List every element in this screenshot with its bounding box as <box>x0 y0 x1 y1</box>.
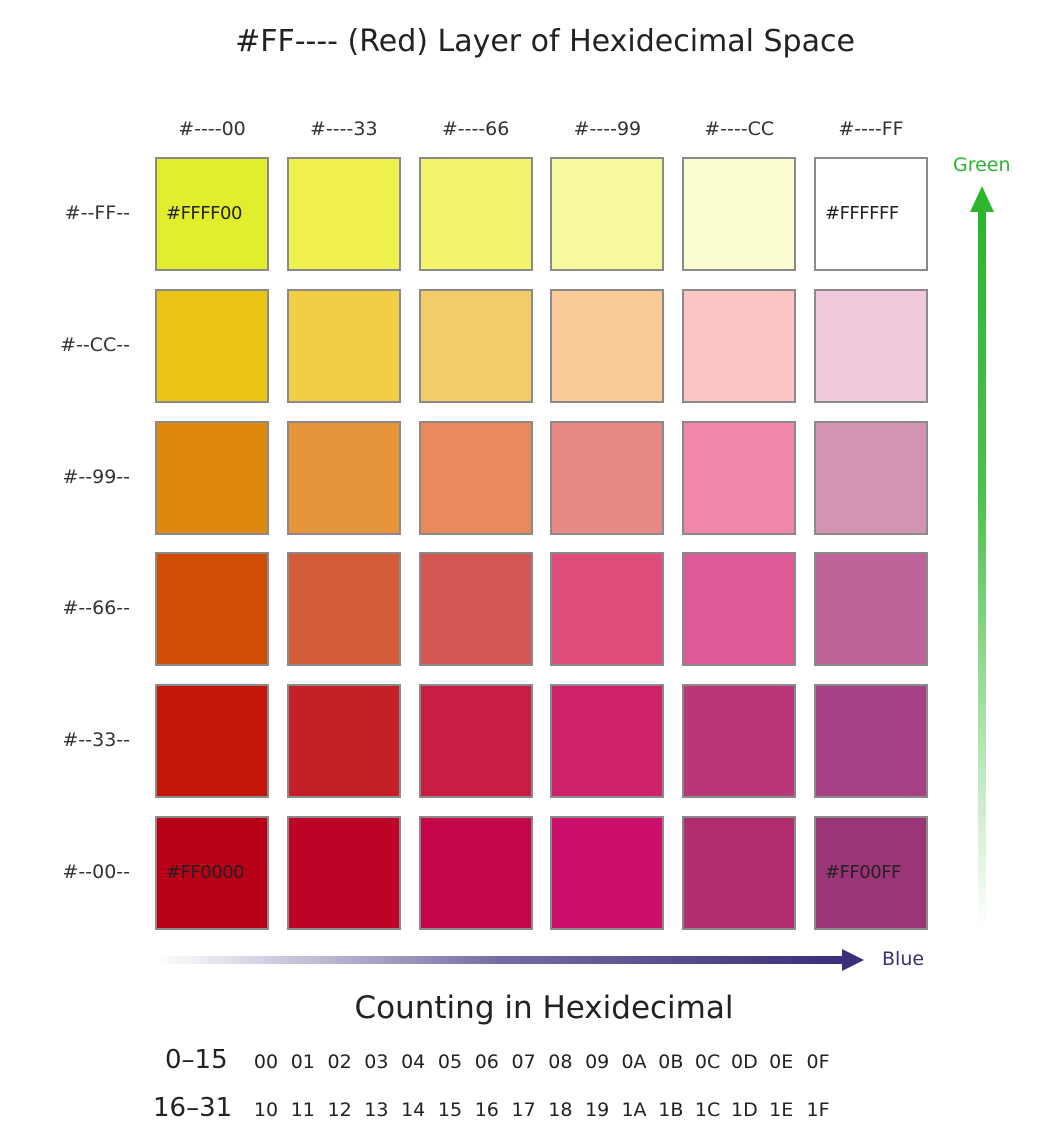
color-swatch <box>155 552 269 667</box>
color-swatch <box>418 816 533 930</box>
column-header: #----66 <box>441 118 510 140</box>
color-swatch <box>418 157 533 271</box>
row-header: #--FF-- <box>64 202 130 224</box>
row-header: #--00-- <box>62 861 130 883</box>
color-swatch <box>286 816 401 930</box>
hex-digit: 00 <box>253 1051 279 1073</box>
color-swatch <box>682 157 797 271</box>
color-swatch <box>418 288 533 403</box>
color-swatch <box>814 552 928 667</box>
hex-digit: 19 <box>585 1099 610 1121</box>
column-header: #----00 <box>178 118 246 140</box>
hex-digit: 08 <box>548 1051 573 1073</box>
hex-digit: 0F <box>806 1051 830 1073</box>
hex-digit: 15 <box>437 1099 463 1121</box>
hex-digit: 04 <box>401 1051 426 1073</box>
hex-digit: 09 <box>585 1051 610 1073</box>
color-swatch <box>286 684 401 799</box>
color-swatch <box>682 420 797 535</box>
hex-digit: 1B <box>658 1099 684 1121</box>
color-swatch <box>550 420 665 535</box>
hex-digit: 06 <box>474 1051 499 1073</box>
row-header: #--33-- <box>62 729 130 752</box>
swatch-hex-label: #FF0000 <box>166 862 245 883</box>
color-swatch: #FF00FF <box>814 816 928 930</box>
hex-digit: 11 <box>290 1099 315 1121</box>
hex-digit: 14 <box>401 1099 426 1121</box>
color-swatch <box>682 552 797 667</box>
color-swatch <box>682 288 797 403</box>
green-axis-label: Green <box>953 154 1011 176</box>
count-range-label: 0–15 <box>165 1045 228 1075</box>
hex-digit: 0E <box>769 1051 794 1073</box>
hex-digit: 10 <box>253 1099 279 1121</box>
hex-digit: 0D <box>731 1051 758 1073</box>
blue-axis-arrow <box>154 949 864 971</box>
hex-digit: 1A <box>621 1099 647 1121</box>
color-swatch: #FFFF00 <box>155 157 269 271</box>
hex-digit: 0A <box>621 1051 647 1073</box>
color-swatch <box>418 684 533 799</box>
hex-digit: 1D <box>731 1099 758 1121</box>
swatch-hex-label: #FFFFFF <box>825 203 899 224</box>
color-swatch <box>814 420 928 535</box>
color-swatch <box>418 552 533 667</box>
color-swatch <box>814 288 928 403</box>
color-swatch <box>155 420 269 535</box>
blue-axis-label: Blue <box>882 948 925 970</box>
color-swatch <box>550 816 665 930</box>
color-swatch <box>286 157 401 271</box>
color-swatch <box>814 684 928 799</box>
color-swatch <box>155 684 269 799</box>
hex-digit: 02 <box>327 1051 352 1073</box>
color-swatch <box>550 288 665 403</box>
row-header: #--66-- <box>62 597 130 620</box>
column-header: #----33 <box>310 118 378 140</box>
hex-digit: 12 <box>327 1099 352 1121</box>
column-header: #----FF <box>838 118 904 140</box>
hex-digit: 03 <box>364 1051 389 1073</box>
row-header: #--99-- <box>62 465 130 488</box>
color-swatch: #FF0000 <box>155 816 269 930</box>
color-swatch: #FFFFFF <box>814 157 928 271</box>
color-swatch <box>550 157 665 271</box>
swatch-hex-label: #FFFF00 <box>166 203 242 224</box>
hex-digit: 13 <box>364 1099 389 1121</box>
hex-digit: 1E <box>769 1099 794 1121</box>
color-swatch <box>155 288 269 403</box>
hex-digit: 0C <box>694 1051 721 1073</box>
column-header: #----99 <box>573 118 642 140</box>
hex-digit: 17 <box>511 1099 536 1121</box>
counting-title: Counting in Hexidecimal <box>354 990 734 1026</box>
hex-digit: 05 <box>437 1051 463 1073</box>
hex-digit: 16 <box>474 1099 499 1121</box>
color-swatch <box>286 288 401 403</box>
color-swatch <box>286 420 401 535</box>
column-header: #----CC <box>704 118 775 140</box>
color-swatch <box>682 816 797 930</box>
count-range-label: 16–31 <box>153 1093 233 1123</box>
color-swatch <box>418 420 533 535</box>
diagram-title: #FF---- (Red) Layer of Hexidecimal Space <box>235 24 855 59</box>
color-swatch <box>550 684 665 799</box>
hex-digit: 0B <box>658 1051 684 1073</box>
hex-digit: 18 <box>548 1099 573 1121</box>
hex-digit: 1C <box>694 1099 721 1121</box>
green-axis-arrow <box>970 186 994 928</box>
hex-digit: 07 <box>511 1051 536 1073</box>
row-header: #--CC-- <box>60 333 130 356</box>
color-swatch <box>550 552 665 667</box>
hex-digit: 01 <box>290 1051 315 1073</box>
hex-digit: 1F <box>806 1099 830 1121</box>
swatch-hex-label: #FF00FF <box>825 862 901 883</box>
color-swatch <box>286 552 401 667</box>
color-swatch <box>682 684 797 799</box>
